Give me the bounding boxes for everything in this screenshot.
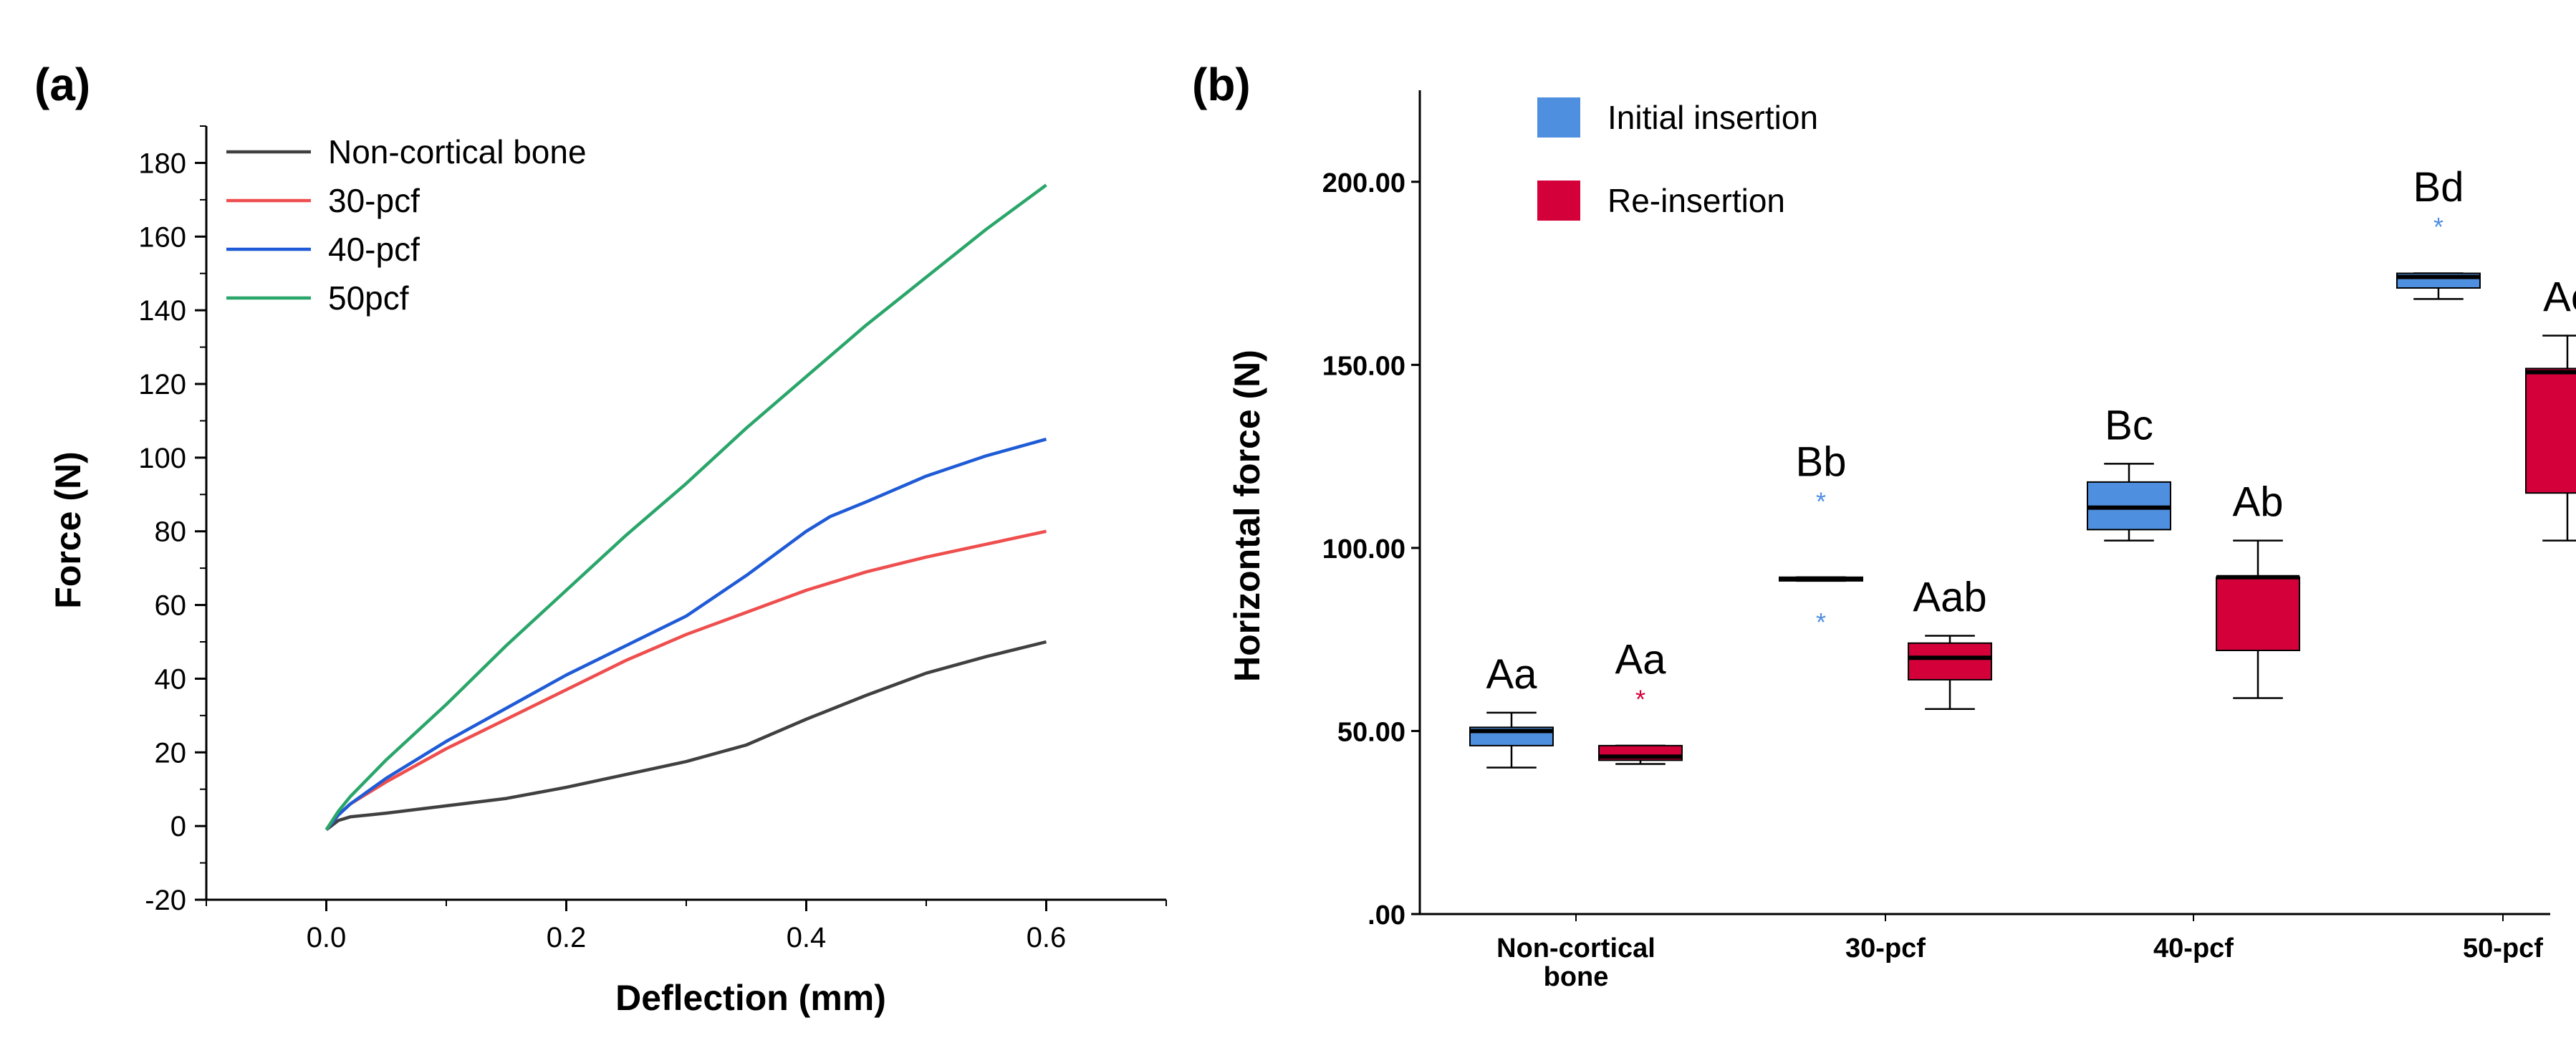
panel-b-significance-letters: Aa <box>1615 636 1667 683</box>
panel-a-line-50pcf <box>325 183 1047 831</box>
panel-a-y-tick-label: 180 <box>138 148 186 179</box>
panel-a-y-axis-title: Force (N) <box>48 451 88 608</box>
panel-b-legend-label-re-insertion: Re-insertion <box>1607 182 1785 219</box>
panel-a-line-chart: (a) -20 0 20 40 60 80 100 120 140 160 180 0.0 0.2 0.4… <box>34 59 1167 1018</box>
panel-b-box-initial-insertion: **Bb <box>1779 438 1863 637</box>
panel-b-significance-letters: Bd <box>2413 164 2464 211</box>
panel-a-x-tick-label: 0.2 <box>547 922 587 953</box>
panel-a-x-axis-title: Deflection (mm) <box>615 978 886 1018</box>
panel-b-y-axis-title: Horizontal force (N) <box>1227 350 1267 682</box>
panel-b-box-re-insertion: Ac <box>2525 274 2576 542</box>
panel-a-legend-label-30-pcf: 30-pcf <box>328 182 420 219</box>
panel-b-significance-letters: Aab <box>1913 575 1986 621</box>
panel-b-x-tick-label: 50-pcf <box>2463 933 2543 963</box>
panel-a-legend: Non-cortical bone 30-pcf 40-pcf 50pcf <box>226 133 587 317</box>
panel-b-legend-swatch-initial-insertion <box>1537 97 1580 138</box>
panel-b-y-tick-label: 100.00 <box>1322 534 1405 564</box>
panel-b-y-tick-label: 150.00 <box>1322 351 1405 381</box>
panel-a-line-30-pcf <box>325 529 1047 831</box>
panel-a-x-tick-label: 0.0 <box>307 922 347 953</box>
panel-b-legend-swatch-re-insertion <box>1537 181 1580 221</box>
panel-b-box-iqr <box>2525 367 2576 494</box>
panel-a-legend-label-40-pcf: 40-pcf <box>328 231 420 268</box>
panel-b-significance-letters: Bb <box>1796 438 1847 485</box>
panel-b-x-tick-label: 30-pcf <box>1845 933 1926 963</box>
panel-a-line-non-cortical-bone <box>325 640 1047 832</box>
panel-a-y-tick-label: 100 <box>138 443 186 474</box>
panel-b-y-tick-label: 50.00 <box>1337 717 1405 747</box>
panel-b-box-initial-insertion: *Bd <box>2396 164 2481 300</box>
panel-b-outlier-star: * <box>2433 212 2443 241</box>
panel-a-y-tick-label: 0 <box>170 811 186 842</box>
panel-a-y-tick-label: 20 <box>155 737 187 769</box>
panel-b-box-iqr <box>1908 642 1992 681</box>
panel-a-line-40-pcf <box>325 437 1047 831</box>
panel-a-y-tick-label: 160 <box>138 221 186 253</box>
panel-a-y-tick-label: 80 <box>155 516 187 548</box>
panel-b-outlier-star: * <box>1635 684 1645 713</box>
panel-b-axes: .00 50.00 100.00 150.00 200.00 Non-corticalbo… <box>1322 90 2550 992</box>
panel-b-x-tick-label: Non-cortical <box>1496 933 1655 963</box>
panel-b-significance-letters: Ab <box>2233 479 2284 526</box>
panel-a-x-tick-label: 0.4 <box>787 922 827 953</box>
panel-a-y-tick-label: 120 <box>138 369 186 400</box>
panel-b-box-initial-insertion: Bc <box>2087 402 2171 542</box>
panel-b-box-re-insertion: Ab <box>2216 479 2300 699</box>
panel-b-box-re-insertion: *Aa <box>1598 636 1683 765</box>
panel-a-y-tick-label: -20 <box>145 885 186 916</box>
panel-b-y-tick-label: .00 <box>1368 900 1405 931</box>
panel-a-y-tick-label: 40 <box>155 663 187 695</box>
panel-b-x-tick-label: 40-pcf <box>2153 933 2234 963</box>
panel-b-box-iqr <box>2216 576 2300 651</box>
panel-a-y-tick-label: 60 <box>155 590 187 622</box>
panel-b-x-tick-label-line2: bone <box>1544 962 1609 992</box>
panel-b-significance-letters: Bc <box>2105 402 2153 448</box>
panel-b-label: (b) <box>1192 59 1251 110</box>
panel-b-significance-letters: Ac <box>2543 274 2576 320</box>
panel-b-outlier-star: * <box>1816 607 1826 637</box>
panel-a-label: (a) <box>34 59 90 110</box>
panel-a-y-tick-label: 140 <box>138 295 186 327</box>
panel-b-box-initial-insertion: Aa <box>1469 651 1554 769</box>
panel-b-legend-label-initial-insertion: Initial insertion <box>1607 99 1818 136</box>
panel-a-x-tick-label: 0.6 <box>1027 922 1067 953</box>
panel-b-significance-letters: Aa <box>1486 651 1538 698</box>
panel-b-legend: Initial insertion Re-insertion <box>1537 97 1818 221</box>
panel-a-axes: -20 0 20 40 60 80 100 120 140 160 180 0.0 0.2 0.4 0.6 <box>138 125 1167 953</box>
panel-a-legend-label-50pcf: 50pcf <box>328 279 409 317</box>
panel-a-series-lines <box>325 183 1047 832</box>
panel-b-box-re-insertion: Aab <box>1908 575 1992 711</box>
panel-b-box-plot: (b) .00 50.00 100.00 150.00 200.00 Non-cortic… <box>1192 59 2576 992</box>
panel-a-legend-label-non-cortical-bone: Non-cortical bone <box>328 133 587 170</box>
panel-b-y-tick-label: 200.00 <box>1322 168 1405 198</box>
panel-b-outlier-star: * <box>1816 486 1826 516</box>
